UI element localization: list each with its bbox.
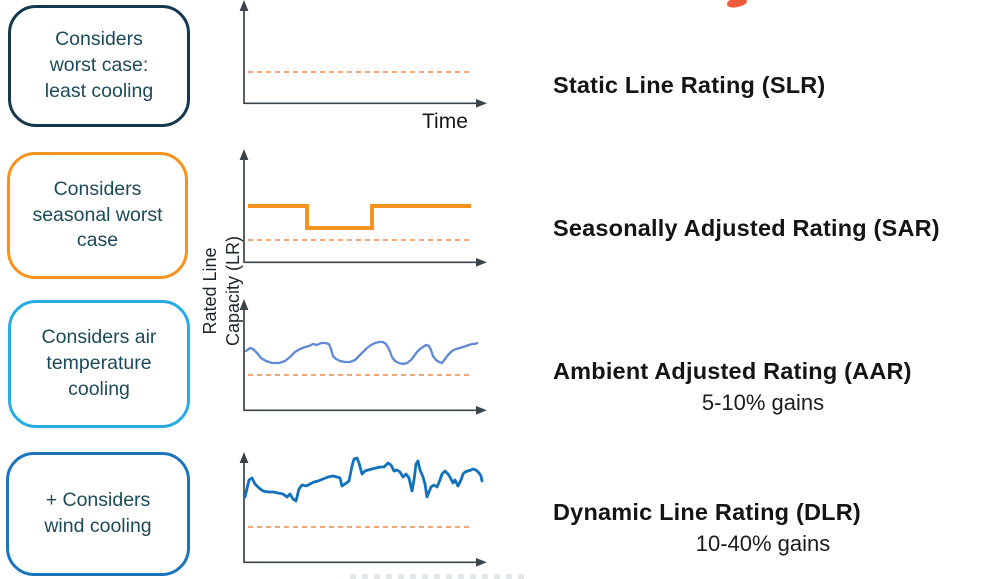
method-box-seasonal: Considers seasonal worst case bbox=[7, 152, 188, 279]
chart-slr bbox=[239, 0, 487, 108]
method-box-air-temperature-label: Considers air temperature cooling bbox=[41, 326, 157, 400]
rating-name-sar: Seasonally Adjusted Rating (SAR) bbox=[553, 215, 940, 241]
rating-name-slr: Static Line Rating (SLR) bbox=[553, 72, 826, 98]
aar-wavy-line bbox=[244, 340, 479, 366]
method-box-wind: + Considers wind cooling bbox=[6, 452, 190, 576]
rating-name-aar: Ambient Adjusted Rating (AAR) bbox=[553, 358, 912, 384]
cutoff-title-letter-remnant bbox=[726, 0, 748, 9]
method-box-wind-label: + Considers wind cooling bbox=[44, 489, 152, 537]
dlr-y-axis-arrow-icon bbox=[239, 452, 249, 463]
dlr-x-axis-arrow-icon bbox=[476, 558, 487, 567]
method-box-seasonal-label: Considers seasonal worst case bbox=[32, 177, 163, 252]
rating-gains-dlr: 10-40% gains bbox=[695, 531, 831, 556]
dlr-noisy-line bbox=[243, 456, 484, 503]
cutoff-caption-remnant bbox=[350, 574, 525, 579]
sar-x-axis-arrow-icon bbox=[476, 258, 487, 267]
chart-dlr bbox=[239, 452, 487, 567]
x-axis-label-time: Time bbox=[422, 110, 468, 133]
method-box-worst-case-label: Considers worst case: least cooling bbox=[44, 28, 154, 102]
rating-name-dlr: Dynamic Line Rating (DLR) bbox=[553, 499, 861, 525]
rating-gains-aar: 5-10% gains bbox=[701, 390, 825, 415]
slr-x-axis-arrow-icon bbox=[476, 99, 487, 108]
sar-step-line bbox=[248, 204, 471, 230]
method-box-air-temperature: Considers air temperature cooling bbox=[8, 300, 190, 428]
chart-sar bbox=[239, 149, 487, 267]
aar-y-axis-arrow-icon bbox=[239, 299, 249, 310]
aar-x-axis-arrow-icon bbox=[476, 406, 487, 415]
slr-y-axis-arrow-icon bbox=[239, 0, 249, 11]
method-box-worst-case: Considers worst case: least cooling bbox=[8, 5, 190, 127]
sar-y-axis-arrow-icon bbox=[239, 149, 249, 160]
chart-aar bbox=[239, 299, 487, 415]
